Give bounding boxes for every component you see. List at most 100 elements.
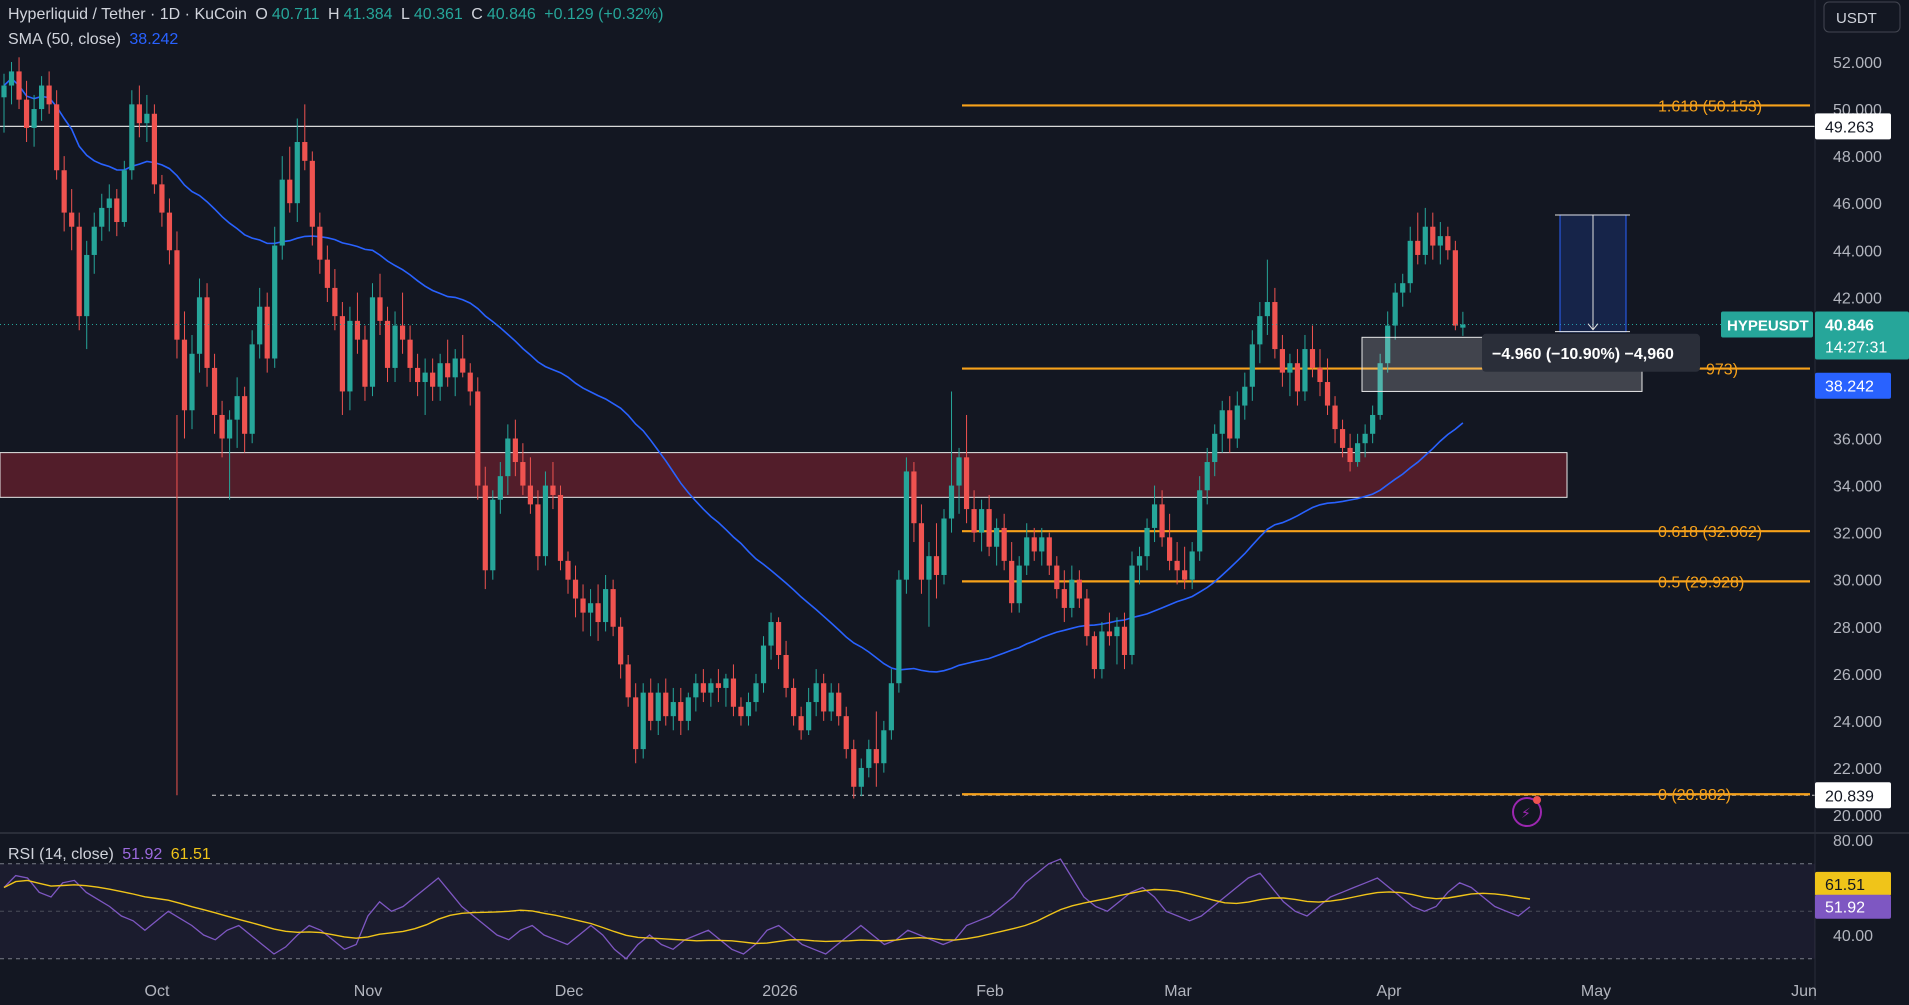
low-tag: 20.839 [1825, 788, 1874, 805]
candle [136, 85, 142, 138]
candle-body [828, 692, 834, 712]
candle-body [136, 104, 142, 124]
candle-body [1249, 344, 1255, 387]
candle [384, 306, 391, 383]
y-tick-label: 32.000 [1833, 526, 1882, 543]
candle-body [317, 226, 323, 260]
candle-body [1144, 527, 1150, 557]
candle-body [1197, 490, 1203, 552]
candle-body [460, 358, 466, 373]
candle-body [505, 438, 511, 477]
candle [1287, 353, 1293, 397]
candle-body [1114, 626, 1120, 637]
candle-body [445, 363, 451, 378]
candle-body [1054, 565, 1060, 590]
candle [196, 278, 203, 373]
candle [1317, 349, 1323, 397]
candle [881, 720, 887, 773]
candle [1385, 311, 1391, 373]
candle-body [881, 730, 887, 764]
candle-body [956, 457, 962, 486]
candle-body [926, 556, 932, 580]
candle-body [1355, 443, 1361, 463]
candle-body [813, 683, 819, 703]
candle [760, 636, 767, 693]
lightning-icon: ⚡ [1521, 805, 1531, 821]
candle-body [648, 692, 654, 721]
candle [1039, 527, 1045, 566]
candle [520, 443, 526, 495]
candle [903, 457, 909, 594]
candle [347, 306, 353, 411]
candle [956, 447, 962, 514]
symbol-tag-bg [1721, 311, 1813, 338]
candle-body [1309, 349, 1316, 368]
candle-body [1167, 537, 1173, 561]
candle-body [99, 207, 105, 227]
candle [655, 683, 661, 735]
countdown-tag: 14:27:31 [1825, 339, 1887, 356]
candle [1249, 330, 1255, 401]
candle-body [1264, 302, 1270, 317]
candle-body [1370, 414, 1376, 434]
candle [625, 654, 631, 707]
candle [287, 146, 293, 213]
candle-body [775, 622, 782, 655]
candle [1309, 325, 1316, 378]
sma-value: 38.242 [129, 31, 179, 48]
candle-body [1430, 226, 1436, 246]
candle [1106, 612, 1113, 646]
candle-body [655, 692, 661, 721]
candle [603, 574, 609, 632]
candle [76, 212, 82, 331]
candle [1084, 589, 1090, 646]
candle-body [76, 226, 82, 317]
candle-body [836, 692, 842, 717]
fib-label: 0.618 (32.062) [1658, 524, 1762, 541]
candle-body [121, 170, 127, 223]
candle-body [948, 485, 955, 519]
candle [106, 184, 112, 232]
candle [512, 419, 518, 477]
candle-body [211, 367, 218, 415]
candle [317, 212, 323, 274]
candle [1121, 612, 1128, 670]
candle-body [851, 749, 857, 787]
x-tick-label: Apr [1377, 983, 1403, 1000]
candle [1430, 212, 1436, 260]
candle [1144, 518, 1150, 571]
price-tag-bg [1815, 311, 1909, 360]
high-label: H [328, 6, 340, 23]
candle-body [324, 259, 330, 288]
candle [467, 363, 473, 406]
candle [1016, 556, 1022, 613]
candle-body [1437, 236, 1443, 246]
resistance-tag: 49.263 [1825, 119, 1874, 136]
candle [1272, 287, 1278, 359]
candle [23, 80, 30, 143]
candle [437, 353, 443, 401]
candle-body [1129, 565, 1135, 655]
rsi-value: 51.92 [122, 846, 163, 863]
y-tick-label: 52.000 [1833, 55, 1882, 72]
candle-body [768, 622, 774, 646]
candle-body [1076, 579, 1082, 599]
candle-body [745, 702, 752, 717]
currency-label: USDT [1836, 10, 1877, 27]
rsi-line [3, 858, 1531, 960]
candle-body [482, 485, 488, 571]
x-tick-label: Feb [976, 983, 1004, 1000]
candle-body [1317, 367, 1323, 383]
candle-body [475, 391, 481, 486]
close-value: 40.846 [486, 6, 536, 23]
x-tick-label: May [1581, 983, 1611, 1000]
candle [979, 499, 985, 552]
candle-body [114, 198, 120, 223]
rsi-pane: 80.00 40.00 61.51 51.92 [0, 833, 1891, 960]
x-tick-label: Jun [1791, 983, 1817, 1000]
candle-body [61, 170, 67, 213]
candle [633, 683, 639, 764]
